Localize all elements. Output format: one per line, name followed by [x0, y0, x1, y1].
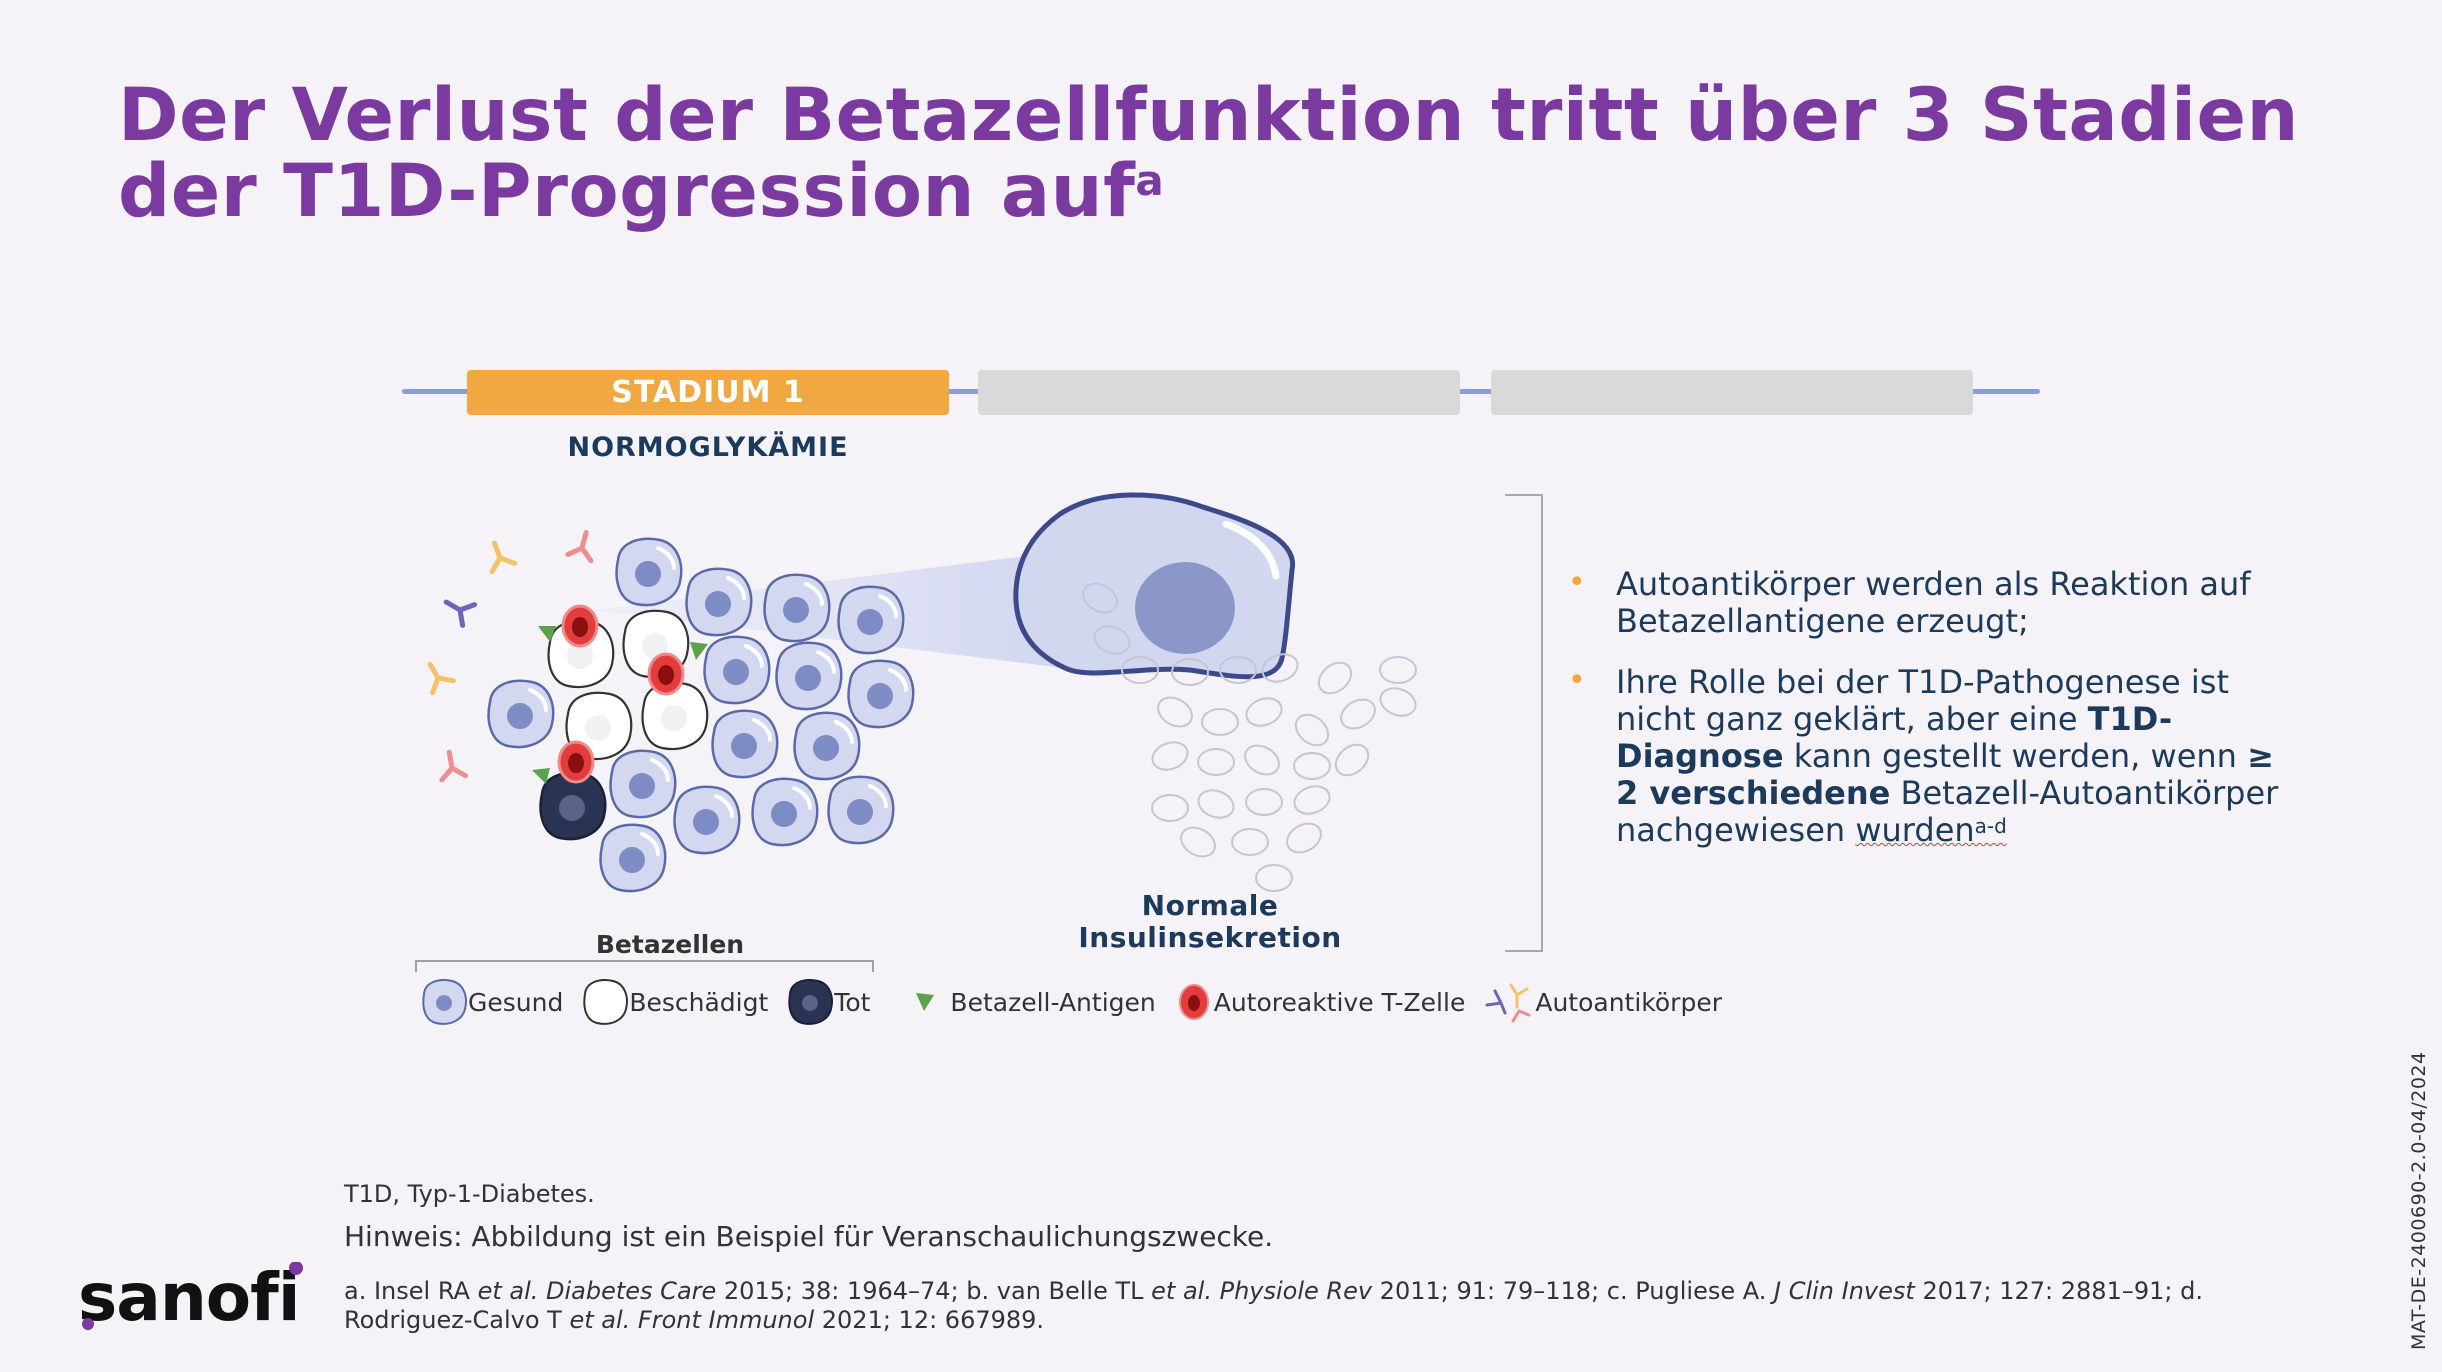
legend-healthy-label: Gesund — [468, 987, 564, 1017]
ref-a-rest: 2015; 38: 1964–74; b. van Belle TL — [716, 1277, 1152, 1305]
healthy-beta-cell — [710, 708, 780, 780]
bullet-list: • Autoantikörper werden als Reaktion auf… — [1568, 565, 2288, 873]
legend-tcell-label: Autoreaktive T-Zelle — [1213, 987, 1466, 1017]
legend-antigen-label: Betazell-Antigen — [950, 987, 1156, 1017]
legend-damaged-label: Beschädigt — [629, 987, 769, 1017]
healthy-beta-cell — [614, 536, 684, 608]
antigen-marker — [532, 768, 550, 784]
illustration-note: Hinweis: Abbildung ist ein Beispiel für … — [344, 1220, 1274, 1253]
beta-cell-diagram — [400, 492, 1417, 894]
healthy-cell-icon — [422, 979, 467, 1025]
legend-dead-label: Tot — [834, 987, 871, 1017]
damaged-cell-icon — [583, 979, 629, 1025]
abbreviation-note: T1D, Typ-1-Diabetes. — [344, 1180, 595, 1208]
legend-damaged: Beschädigt — [581, 979, 768, 1025]
antibody-icon — [420, 658, 454, 693]
document-id: MAT-DE-2400690-2.0-04/2024 — [2408, 1051, 2430, 1350]
ref-a-journal: et al. Diabetes Care — [477, 1277, 717, 1305]
slide-title-sup: a — [1135, 156, 1165, 205]
normal-insulin-line2: Insulinsekretion — [1078, 921, 1342, 954]
normal-insulin-label: Normale Insulinsekretion — [1060, 890, 1360, 954]
beta-cells-label: Betazellen — [595, 930, 745, 959]
healthy-beta-cell — [826, 774, 896, 846]
ref-a: a. Insel RA — [344, 1277, 478, 1305]
bullet-2: • Ihre Rolle bei der T1D-Pathogenese ist… — [1568, 663, 2288, 849]
antibody-icon — [483, 539, 514, 572]
beta-cells-bracket — [415, 960, 874, 972]
healthy-beta-cell — [672, 784, 742, 856]
t-cell-marker — [647, 652, 685, 696]
bullet-2-bold2: ≥ 2 verschiedene — [1616, 737, 2274, 812]
healthy-beta-cell — [598, 822, 668, 894]
antibody-icon — [440, 592, 475, 626]
antigen-marker — [538, 626, 556, 642]
stage-1-label: STADIUM 1 — [611, 375, 805, 410]
normal-insulin-line1: Normale — [1141, 889, 1279, 922]
stage-3-bar — [1491, 370, 1973, 415]
healthy-beta-cell — [792, 710, 862, 782]
t-cell-icon — [1178, 984, 1209, 1020]
sanofi-logo: sanofi — [78, 1262, 303, 1336]
legend-dead: Tot — [786, 979, 870, 1025]
legend: Gesund Beschädigt Tot Betazell-Antigen A… — [420, 978, 1740, 1026]
ref-d-journal: et al. Front Immunol — [569, 1306, 815, 1334]
healthy-beta-cell — [750, 776, 820, 848]
antigen-icon — [916, 993, 935, 1011]
bullet-2-part1: Ihre Rolle bei der T1D-Pathogenese ist n… — [1616, 663, 2230, 738]
bullet-2-last: wurdena-d — [1855, 811, 2007, 849]
t-cell-marker — [557, 740, 595, 784]
bullet-dot-icon: • — [1568, 565, 1586, 600]
antibody-icon — [568, 529, 598, 560]
antibody-icon — [437, 750, 465, 780]
bullet-2-sup: a-d — [1974, 814, 2007, 838]
antibody-icon — [1485, 983, 1531, 1023]
ref-b-rest: 2011; 91: 79–118; c. Pugliese A. — [1372, 1277, 1774, 1305]
bullet-2-part3: Betazell-Autoantikörper nachgewiesen — [1616, 774, 2279, 849]
healthy-beta-cell — [836, 584, 906, 656]
legend-antibody: Autoantikörper — [1483, 979, 1722, 1025]
healthy-beta-cell — [762, 572, 832, 644]
references: a. Insel RA et al. Diabetes Care 2015; 3… — [344, 1277, 2304, 1335]
dead-cell-icon — [788, 979, 834, 1025]
logo-text: sanofi — [78, 1262, 300, 1336]
healthy-beta-cell — [846, 658, 916, 730]
t-cell-marker — [561, 604, 599, 648]
slide-title: Der Verlust der Betazellfunktion tritt ü… — [118, 78, 2318, 230]
legend-antigen: Betazell-Antigen — [910, 979, 1156, 1025]
healthy-beta-cell — [702, 634, 772, 706]
healthy-beta-cell — [608, 748, 678, 820]
stage-1-subtitle: NORMOGLYKÄMIE — [567, 432, 849, 463]
healthy-beta-cell — [684, 566, 754, 638]
legend-healthy: Gesund — [420, 979, 563, 1025]
bullet-dot-icon: • — [1568, 663, 1586, 698]
ref-c-journal: J Clin Invest — [1774, 1277, 1915, 1305]
legend-antibody-label: Autoantikörper — [1535, 987, 1722, 1017]
legend-tcell: Autoreaktive T-Zelle — [1174, 979, 1466, 1025]
bullet-2-part2: kann gestellt werden, wenn — [1793, 737, 2237, 775]
info-bracket — [1505, 494, 1543, 952]
bullet-1-text: Autoantikörper werden als Reaktion auf B… — [1616, 565, 2251, 640]
insulin-granules — [1082, 582, 1417, 892]
antigen-marker — [690, 642, 708, 660]
ref-c-rest: 2017; 127: 2881–91; d. Rodriguez-Calvo T — [344, 1277, 2203, 1334]
ref-b-journal: et al. Physiole Rev — [1151, 1277, 1373, 1305]
healthy-beta-cell — [486, 678, 556, 750]
ref-d-rest: 2021; 12: 667989. — [814, 1306, 1045, 1334]
bullet-2-last-word: wurden — [1855, 811, 1975, 849]
healthy-beta-cell — [774, 640, 844, 712]
stage-2-bar — [978, 370, 1460, 415]
enlarged-beta-cell — [1013, 492, 1295, 680]
slide-title-text: Der Verlust der Betazellfunktion tritt ü… — [118, 73, 2299, 234]
bullet-1: • Autoantikörper werden als Reaktion auf… — [1568, 565, 2288, 640]
bullet-2-bold1: T1D-Diagnose — [1616, 700, 2173, 775]
stage-1-bar — [467, 370, 949, 415]
